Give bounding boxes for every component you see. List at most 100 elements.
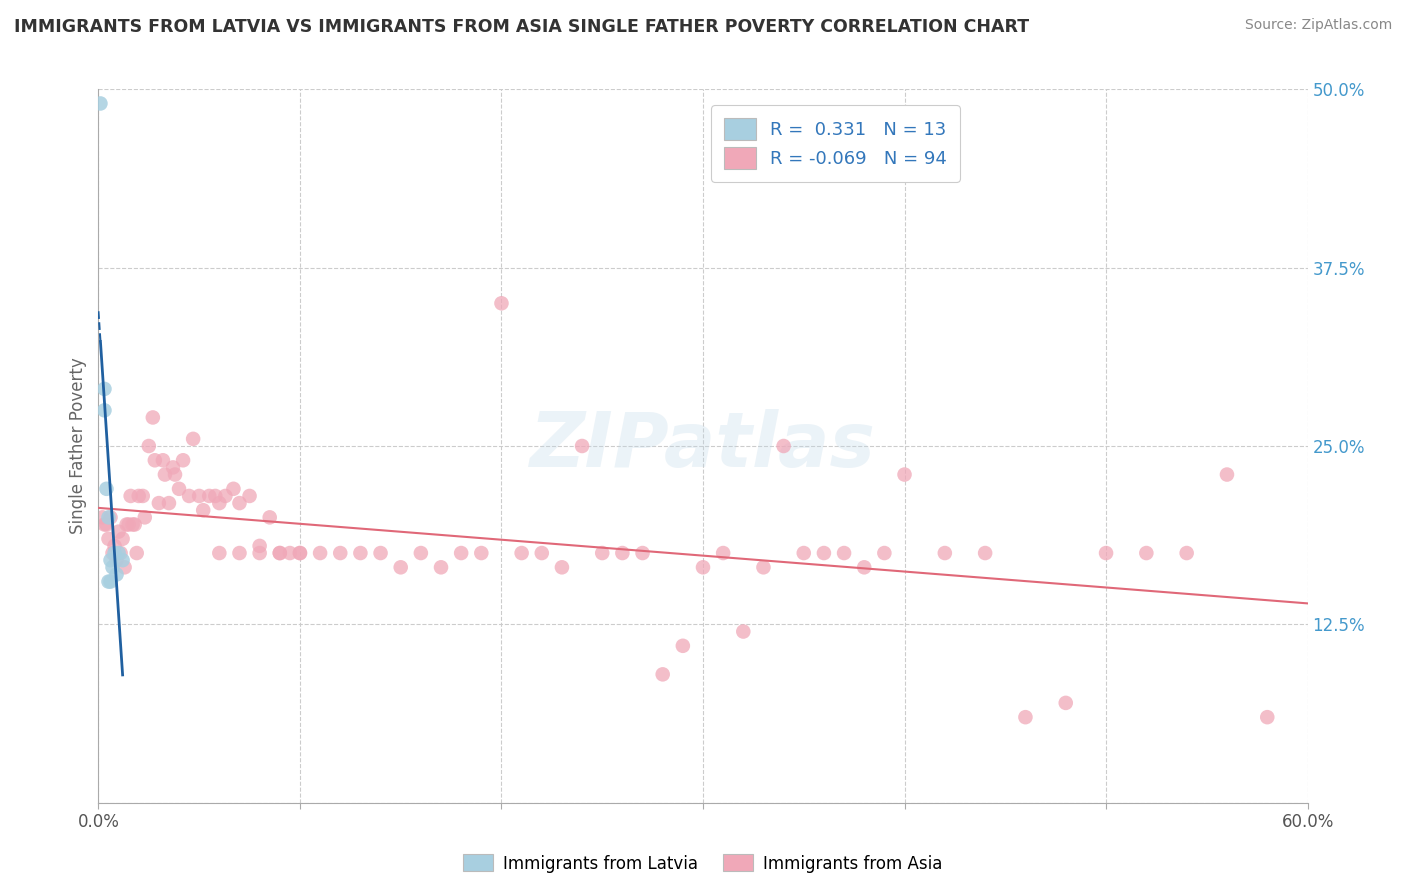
Point bbox=[222, 482, 245, 496]
Point bbox=[733, 624, 755, 639]
Point bbox=[269, 546, 291, 560]
Point bbox=[100, 574, 122, 589]
Point bbox=[132, 489, 155, 503]
Point bbox=[111, 532, 134, 546]
Point bbox=[162, 460, 184, 475]
Point bbox=[107, 546, 129, 560]
Point bbox=[672, 639, 695, 653]
Point bbox=[153, 467, 176, 482]
Point bbox=[491, 296, 513, 310]
Point bbox=[110, 546, 132, 560]
Legend: Immigrants from Latvia, Immigrants from Asia: Immigrants from Latvia, Immigrants from … bbox=[457, 847, 949, 880]
Point bbox=[96, 482, 118, 496]
Point bbox=[101, 560, 124, 574]
Point bbox=[249, 539, 271, 553]
Point bbox=[89, 96, 111, 111]
Point bbox=[288, 546, 311, 560]
Point bbox=[934, 546, 956, 560]
Point bbox=[853, 560, 876, 574]
Point bbox=[172, 453, 194, 467]
Point bbox=[288, 546, 311, 560]
Point bbox=[114, 560, 136, 574]
Point bbox=[692, 560, 714, 574]
Point bbox=[329, 546, 352, 560]
Point bbox=[100, 510, 122, 524]
Point bbox=[93, 517, 115, 532]
Point bbox=[181, 432, 204, 446]
Point bbox=[105, 567, 128, 582]
Point bbox=[148, 496, 170, 510]
Point bbox=[1216, 467, 1239, 482]
Point bbox=[97, 532, 120, 546]
Point bbox=[97, 510, 120, 524]
Point bbox=[612, 546, 634, 560]
Point bbox=[105, 553, 128, 567]
Point bbox=[278, 546, 301, 560]
Point bbox=[120, 489, 142, 503]
Point bbox=[96, 517, 118, 532]
Point bbox=[125, 546, 148, 560]
Point bbox=[510, 546, 533, 560]
Point bbox=[103, 546, 125, 560]
Point bbox=[530, 546, 553, 560]
Point bbox=[651, 667, 673, 681]
Point bbox=[551, 560, 574, 574]
Point bbox=[269, 546, 291, 560]
Point bbox=[370, 546, 392, 560]
Point bbox=[143, 453, 166, 467]
Point bbox=[188, 489, 211, 503]
Point bbox=[793, 546, 815, 560]
Point bbox=[450, 546, 472, 560]
Point bbox=[107, 524, 129, 539]
Point bbox=[349, 546, 371, 560]
Point bbox=[832, 546, 855, 560]
Point bbox=[591, 546, 613, 560]
Point bbox=[974, 546, 997, 560]
Point bbox=[101, 546, 124, 560]
Point bbox=[134, 510, 156, 524]
Legend: R =  0.331   N = 13, R = -0.069   N = 94: R = 0.331 N = 13, R = -0.069 N = 94 bbox=[711, 105, 960, 182]
Point bbox=[179, 489, 201, 503]
Point bbox=[157, 496, 180, 510]
Point bbox=[1175, 546, 1198, 560]
Point bbox=[124, 517, 146, 532]
Point bbox=[249, 546, 271, 560]
Point bbox=[893, 467, 915, 482]
Text: ZIPatlas: ZIPatlas bbox=[530, 409, 876, 483]
Point bbox=[1256, 710, 1278, 724]
Point bbox=[813, 546, 835, 560]
Point bbox=[470, 546, 492, 560]
Point bbox=[208, 496, 231, 510]
Text: Source: ZipAtlas.com: Source: ZipAtlas.com bbox=[1244, 18, 1392, 32]
Point bbox=[228, 546, 250, 560]
Point bbox=[198, 489, 221, 503]
Point bbox=[752, 560, 775, 574]
Point bbox=[103, 539, 125, 553]
Point bbox=[1014, 710, 1036, 724]
Point bbox=[111, 553, 134, 567]
Text: IMMIGRANTS FROM LATVIA VS IMMIGRANTS FROM ASIA SINGLE FATHER POVERTY CORRELATION: IMMIGRANTS FROM LATVIA VS IMMIGRANTS FRO… bbox=[14, 18, 1029, 36]
Point bbox=[1095, 546, 1118, 560]
Point bbox=[228, 496, 250, 510]
Point bbox=[121, 517, 143, 532]
Point bbox=[772, 439, 794, 453]
Point bbox=[208, 546, 231, 560]
Point bbox=[97, 574, 120, 589]
Y-axis label: Single Father Poverty: Single Father Poverty bbox=[69, 358, 87, 534]
Point bbox=[193, 503, 215, 517]
Point bbox=[1054, 696, 1077, 710]
Point bbox=[93, 382, 115, 396]
Point bbox=[128, 489, 150, 503]
Point bbox=[167, 482, 190, 496]
Point bbox=[309, 546, 332, 560]
Point bbox=[115, 517, 138, 532]
Point bbox=[93, 403, 115, 417]
Point bbox=[239, 489, 262, 503]
Point bbox=[152, 453, 174, 467]
Point bbox=[142, 410, 165, 425]
Point bbox=[118, 517, 141, 532]
Point bbox=[873, 546, 896, 560]
Point bbox=[214, 489, 236, 503]
Point bbox=[430, 560, 453, 574]
Point bbox=[163, 467, 186, 482]
